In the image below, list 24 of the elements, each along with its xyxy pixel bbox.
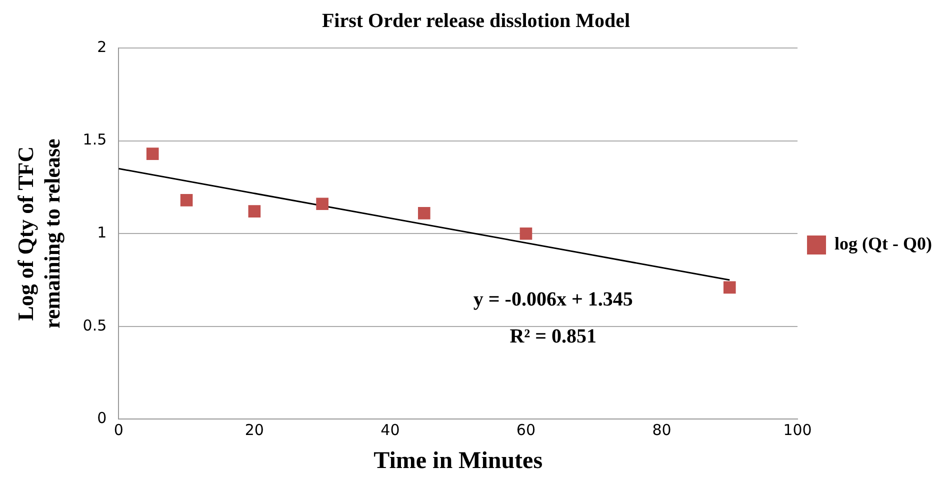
y-tick-label: 1.5: [82, 130, 107, 149]
point: [180, 194, 193, 206]
point: [248, 205, 261, 218]
point: [418, 207, 430, 220]
x-tick-label: 80: [652, 421, 672, 440]
x-axis-title: Time in Minutes: [374, 448, 543, 474]
point: [520, 227, 532, 240]
chart-title: First Order release disslotion Model: [322, 10, 630, 32]
y-tick-label: 1: [97, 223, 107, 242]
x-tick-label: 0: [114, 421, 124, 440]
point: [723, 281, 736, 294]
y-tick-label: 0: [97, 409, 107, 428]
point: [316, 198, 328, 210]
x-tick-label: 60: [516, 421, 536, 440]
legend-label: log (Qt - Q0): [834, 234, 932, 254]
x-tick-label: 100: [783, 421, 812, 440]
y-tick-label: 2: [97, 38, 107, 56]
y-tick-label: 0.5: [82, 316, 107, 334]
x-tick-label: 40: [380, 421, 400, 440]
annotation: R² = 0.851: [510, 326, 597, 348]
point: [146, 148, 159, 160]
y-axis-title: Log of Qty of TFC remaining to release: [12, 138, 64, 329]
annotation: y = -0.006x + 1.345: [473, 288, 633, 311]
x-tick-label: 20: [244, 421, 264, 440]
